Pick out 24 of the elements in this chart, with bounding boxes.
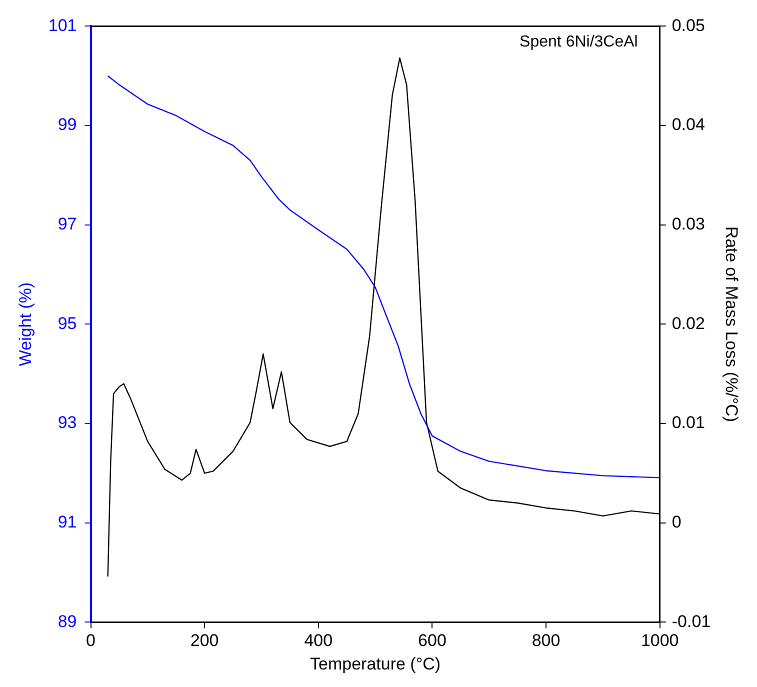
y2-axis-title: Rate of Mass Loss (%/°C) — [722, 226, 742, 422]
x-tick-label: 400 — [304, 631, 333, 650]
x-tick-label: 800 — [532, 631, 560, 650]
y-tick-label: 93 — [58, 413, 77, 432]
y-tick-label: 97 — [58, 214, 77, 234]
y-axis-title: Weight (%) — [16, 282, 35, 366]
y-tick-label: 89 — [58, 612, 77, 631]
y2-tick-label: 0 — [672, 512, 682, 532]
x-tick-label: 200 — [190, 631, 219, 650]
y-tick-label: 99 — [58, 115, 77, 134]
y2-tick-label: 0.05 — [672, 16, 705, 35]
x-tick-label: 0 — [86, 631, 96, 650]
y2-tick-label: 0.03 — [672, 214, 705, 234]
y-tick-label: 101 — [48, 16, 77, 35]
x-axis-title: Temperature (°C) — [310, 654, 441, 674]
y2-tick-label: 0.04 — [672, 115, 705, 134]
y-tick-label: 95 — [58, 314, 77, 333]
x-tick-label: 1000 — [640, 631, 679, 650]
y2-tick-label: 0.02 — [672, 314, 705, 333]
y2-tick-label: -0.01 — [672, 612, 711, 631]
y2-tick-label: 0.01 — [672, 413, 705, 432]
annotation: Spent 6Ni/3CeAl — [520, 34, 638, 51]
x-tick-label: 600 — [418, 631, 446, 650]
y-tick-label: 91 — [58, 512, 77, 532]
